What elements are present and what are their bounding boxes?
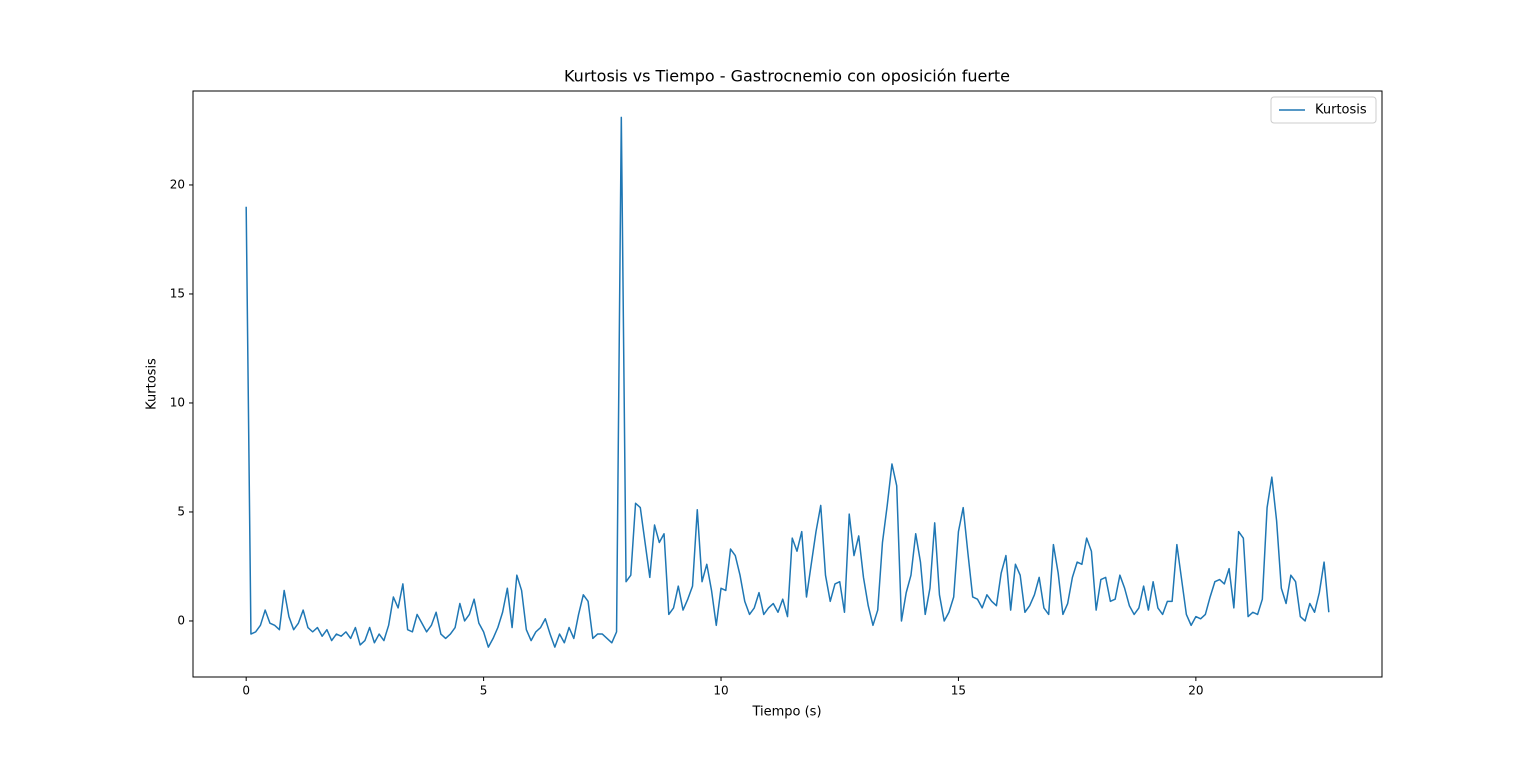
y-axis-label: Kurtosis (145, 358, 160, 410)
legend-label: Kurtosis (1315, 103, 1367, 118)
x-tick-label: 5 (480, 684, 488, 698)
y-tick-label: 5 (177, 504, 185, 518)
x-tick-label: 0 (242, 684, 250, 698)
data-line (245, 116, 1330, 648)
axes-frame (192, 90, 1383, 678)
x-tick-label: 20 (1188, 684, 1203, 698)
x-tick-label: 15 (951, 684, 966, 698)
y-tick-label: 0 (177, 613, 185, 627)
x-tick-label: 10 (713, 684, 728, 698)
chart-title: Kurtosis vs Tiempo - Gastrocnemio con op… (564, 67, 1010, 86)
y-tick-label: 20 (170, 177, 185, 191)
x-axis-label: Tiempo (s) (751, 705, 821, 720)
legend-box (1270, 96, 1377, 124)
y-tick-label: 10 (170, 395, 185, 409)
y-tick-label: 15 (170, 286, 185, 300)
